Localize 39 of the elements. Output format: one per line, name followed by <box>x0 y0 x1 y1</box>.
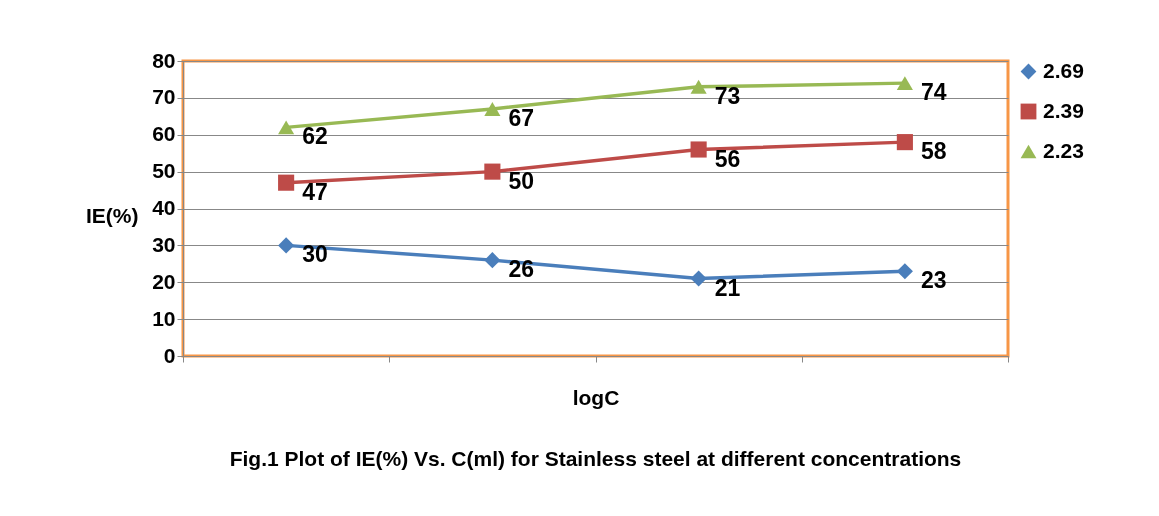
data-label: 67 <box>508 104 534 131</box>
data-label: 30 <box>302 241 328 268</box>
y-tick-label: 80 <box>152 48 176 72</box>
data-label: 23 <box>920 267 947 294</box>
legend-label: 2.39 <box>1043 98 1084 122</box>
y-tick-label: 50 <box>152 159 176 183</box>
y-tick-label: 60 <box>152 122 176 146</box>
point <box>896 76 913 91</box>
data-label: 26 <box>508 256 534 283</box>
point <box>896 134 913 151</box>
y-tick-label: 40 <box>152 196 176 219</box>
y-tick-label: 30 <box>152 232 176 256</box>
data-label: 74 <box>920 79 947 106</box>
data-label: 62 <box>302 123 328 150</box>
data-label: 47 <box>302 178 328 205</box>
data-label: 58 <box>920 138 947 165</box>
point <box>278 120 295 135</box>
point <box>690 79 707 94</box>
x-axis-title: logC <box>572 386 620 409</box>
data-label: 50 <box>508 167 534 194</box>
data-label: 21 <box>714 274 741 301</box>
legend-label: 2.69 <box>1043 58 1084 82</box>
point <box>896 263 913 280</box>
point <box>484 252 501 269</box>
y-axis-title: IE(%) <box>86 203 139 227</box>
point <box>484 101 501 116</box>
data-label: 56 <box>714 145 741 172</box>
point <box>690 270 707 287</box>
data-label: 73 <box>714 82 741 109</box>
y-tick-label: 10 <box>152 306 176 330</box>
point <box>278 237 295 254</box>
y-tick-label: 20 <box>152 269 176 293</box>
point <box>278 174 295 191</box>
point <box>690 141 707 158</box>
text: Fig.1 Plot of IE(%) Vs. C(ml) for Stainless steel at different concentrations <box>229 446 962 470</box>
y-tick-label: 0 <box>163 343 176 367</box>
y-tick-label: 70 <box>152 85 176 109</box>
legend-label: 2.23 <box>1043 138 1084 162</box>
point <box>484 163 501 180</box>
